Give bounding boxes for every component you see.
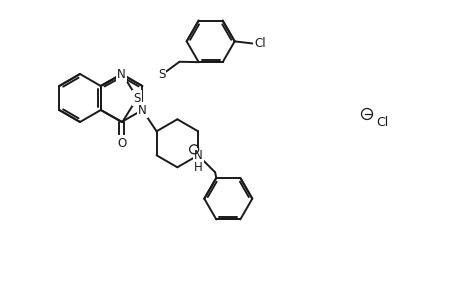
Text: H: H <box>193 161 202 174</box>
Text: Cl: Cl <box>375 116 387 128</box>
Text: Cl: Cl <box>254 37 265 50</box>
Text: S: S <box>133 92 140 104</box>
Text: N: N <box>138 103 146 116</box>
Text: N: N <box>117 68 126 80</box>
Text: S: S <box>157 68 165 82</box>
Text: N: N <box>193 149 202 162</box>
Text: O: O <box>117 136 126 150</box>
